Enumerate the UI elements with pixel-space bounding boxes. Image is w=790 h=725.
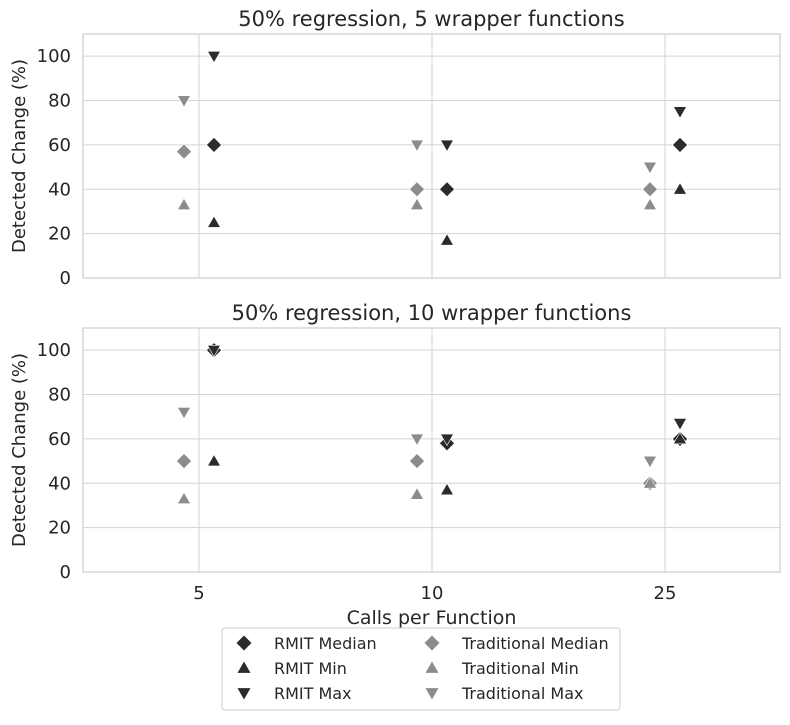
legend-box <box>221 627 621 711</box>
legend: RMIT Median RMIT Min RMIT Max Traditional M… <box>221 627 621 711</box>
y-tick-label: 0 <box>60 268 71 289</box>
legend-marker <box>237 661 251 673</box>
y-tick-label: 20 <box>48 518 71 539</box>
data-point-traditional-median <box>409 453 425 470</box>
data-point-rmit-median <box>206 136 222 153</box>
legend-marker <box>424 635 440 651</box>
x-tick-label: 25 <box>654 583 677 604</box>
data-point-rmit-min <box>672 182 688 195</box>
data-point-rmit-min <box>206 215 222 228</box>
data-point-rmit-max <box>672 106 688 119</box>
data-point-traditional-median <box>642 181 658 198</box>
legend-marker <box>237 688 251 700</box>
chart-title: 50% regression, 10 wrapper functions <box>232 301 632 325</box>
data-point-rmit-max <box>672 418 688 431</box>
y-tick-label: 40 <box>48 179 71 200</box>
data-point-rmit-max <box>439 433 455 447</box>
legend-label: Traditional Max <box>461 684 583 703</box>
data-point-rmit-max <box>206 345 222 358</box>
legend-label: RMIT Max <box>274 684 352 703</box>
data-point-rmit-max <box>206 51 222 64</box>
data-point-traditional-max <box>409 139 425 153</box>
legend-label: RMIT Min <box>274 659 347 678</box>
y-tick-label: 100 <box>37 46 71 67</box>
x-axis-label: Calls per Function <box>347 607 517 629</box>
y-tick-label: 80 <box>48 91 71 112</box>
chart-title: 50% regression, 5 wrapper functions <box>238 7 624 31</box>
data-point-traditional-min <box>642 476 658 489</box>
data-point-traditional-min <box>409 487 425 500</box>
data-point-rmit-min <box>439 233 455 246</box>
legend-marker <box>425 688 439 700</box>
chart-panel-1: 0 20 40 60 80 100 50% regression, 5 wrapper fu… <box>9 7 781 289</box>
y-tick-label: 80 <box>48 385 71 406</box>
legend-label: Traditional Min <box>461 659 579 678</box>
data-point-rmit-max <box>439 139 455 153</box>
y-axis-label: Detected Change (%) <box>9 59 30 253</box>
data-point-traditional-max <box>176 407 192 420</box>
y-tick-label: 60 <box>48 429 71 450</box>
data-point-rmit-median <box>672 136 688 153</box>
data-point-rmit-min <box>206 453 222 467</box>
data-point-traditional-median <box>176 143 192 160</box>
data-point-rmit-min <box>672 431 688 445</box>
legend-marker <box>425 661 439 673</box>
data-point-traditional-median <box>176 453 192 470</box>
y-tick-label: 60 <box>48 135 71 156</box>
data-point-traditional-min <box>176 197 192 210</box>
data-point-traditional-min <box>642 197 658 210</box>
data-point-traditional-max <box>409 433 425 447</box>
data-point-traditional-max <box>642 161 658 175</box>
x-tick-label: 10 <box>421 583 444 604</box>
data-point-traditional-min <box>176 491 192 504</box>
data-point-traditional-max <box>176 95 192 108</box>
chart-panel-2: 0 20 40 60 80 100 50% regression, 10 wrapper f… <box>9 301 781 629</box>
plot-border <box>82 33 781 279</box>
y-tick-label: 0 <box>60 562 71 583</box>
legend-marker <box>236 635 252 651</box>
data-point-traditional-min <box>409 197 425 210</box>
x-tick-label: 5 <box>193 583 204 604</box>
y-tick-label: 20 <box>48 224 71 245</box>
y-tick-label: 40 <box>48 473 71 494</box>
data-point-traditional-max <box>642 455 658 469</box>
data-point-rmit-median <box>439 181 455 198</box>
y-axis-label: Detected Change (%) <box>9 353 30 547</box>
plot-border <box>82 327 781 573</box>
legend-label: Traditional Median <box>461 634 609 653</box>
y-tick-label: 100 <box>37 340 71 361</box>
data-point-traditional-median <box>409 181 425 198</box>
legend-label: RMIT Median <box>274 634 377 653</box>
data-point-rmit-min <box>439 482 455 496</box>
